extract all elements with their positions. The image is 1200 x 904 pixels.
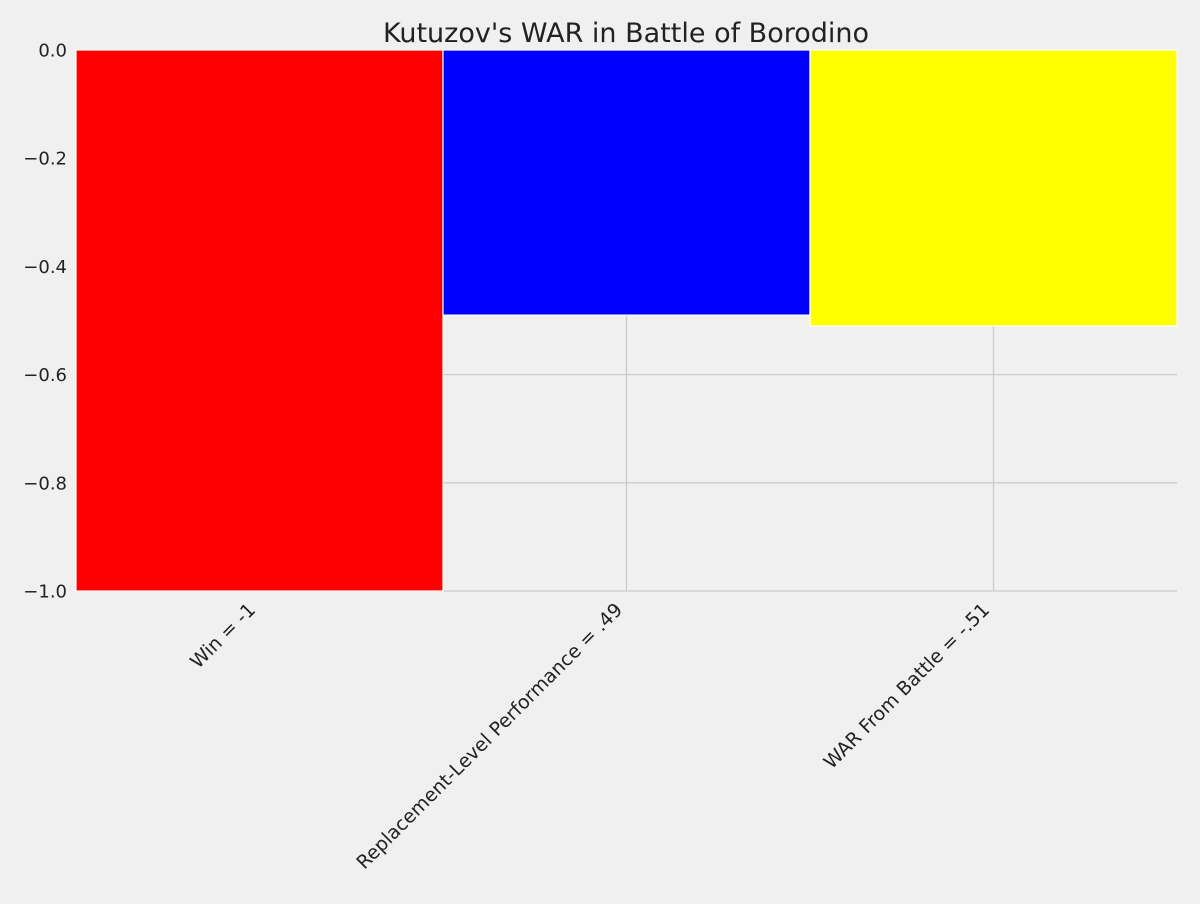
- bar: [809, 49, 1178, 327]
- y-tick-label: −0.2: [23, 149, 67, 170]
- chart-title: Kutuzov's WAR in Battle of Borodino: [383, 18, 869, 49]
- y-tick-label: −1.0: [23, 582, 67, 603]
- y-tick-label: −0.4: [23, 257, 67, 278]
- bar: [442, 49, 811, 316]
- y-tick-label: −0.6: [23, 365, 67, 386]
- y-axis-ticks: 0.0 −0.2 −0.4 −0.6 −0.8 −1.0: [23, 41, 67, 603]
- y-tick-label: 0.0: [38, 41, 67, 62]
- bars: [75, 49, 1178, 592]
- bar: [75, 49, 444, 592]
- y-tick-label: −0.8: [23, 473, 67, 494]
